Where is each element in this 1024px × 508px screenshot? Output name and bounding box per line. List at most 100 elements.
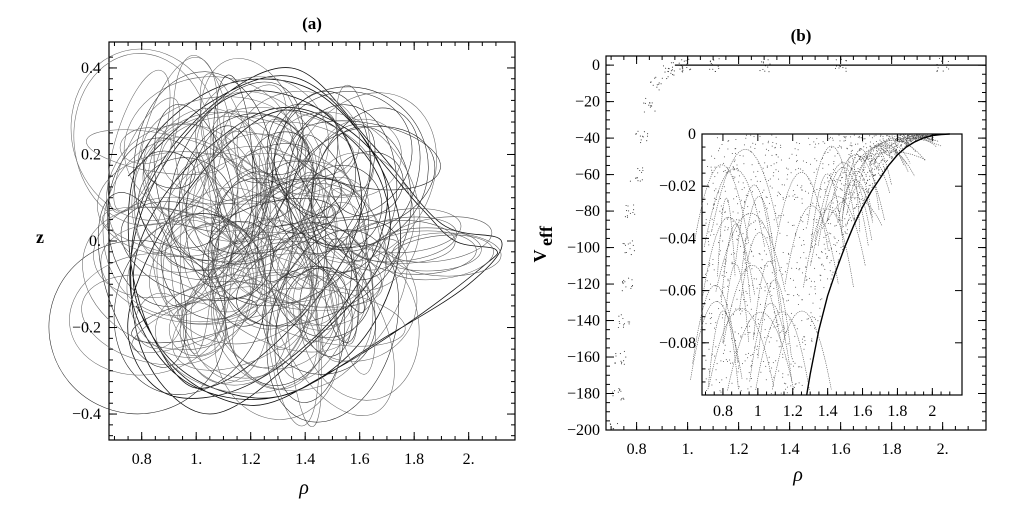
inset-point (734, 188, 736, 190)
inset-point (863, 178, 865, 180)
inset-point (852, 172, 854, 174)
y-tick-label: −100 (567, 240, 600, 257)
potential-point (624, 216, 626, 218)
inset-point (771, 154, 773, 156)
inset-point (727, 280, 729, 282)
inset-point (797, 167, 799, 169)
inset-point (864, 199, 866, 201)
inset-point (801, 320, 803, 322)
inset-point (719, 210, 721, 212)
inset-point (910, 140, 912, 141)
inset-arc (803, 208, 854, 288)
inset-point (768, 341, 770, 343)
potential-point (641, 171, 643, 173)
potential-point (656, 84, 658, 86)
potential-point (652, 84, 654, 86)
potential-point (946, 66, 948, 68)
inset-point (843, 171, 845, 173)
inset-point (891, 156, 893, 158)
inset-point (823, 287, 825, 289)
potential-point (670, 70, 672, 72)
inset-point (765, 148, 767, 150)
orbit-loop (384, 234, 494, 281)
inset-point (848, 214, 850, 216)
inset-point (795, 286, 797, 288)
orbit-loop (100, 223, 263, 324)
potential-point (637, 168, 639, 170)
potential-point (622, 242, 624, 245)
potential-point (672, 74, 674, 76)
inset-point (886, 160, 888, 161)
inset-point (727, 278, 729, 280)
inset-point (792, 365, 794, 367)
inset-arc (860, 151, 926, 161)
inset-point (781, 330, 783, 332)
inset-point (736, 164, 738, 166)
inset-point (815, 244, 817, 245)
inset-point (815, 143, 816, 145)
inset-point (846, 233, 848, 235)
orbit-loop (168, 152, 271, 266)
potential-point (621, 361, 623, 364)
inset-point (841, 183, 843, 185)
inset-point (734, 176, 736, 178)
inset-point (710, 166, 712, 168)
inset-arc (702, 216, 756, 296)
inset-point (770, 285, 772, 287)
inset-point (813, 317, 815, 318)
inset-point (713, 197, 715, 199)
inset-arc (749, 303, 793, 382)
inset-arc (809, 173, 845, 253)
y-tick-label: −20 (575, 94, 600, 111)
inset-point (794, 194, 796, 196)
inset-point (810, 234, 812, 236)
inset-point (794, 362, 796, 364)
inset-point (836, 186, 838, 188)
inset-point (757, 162, 759, 164)
inset-point (790, 385, 792, 387)
potential-point (665, 67, 667, 69)
inset-point (827, 241, 829, 243)
orbit-loop (160, 115, 314, 205)
potential-point (630, 254, 632, 256)
panel-a-y-label: z (36, 227, 44, 247)
orbit-loop (320, 238, 408, 363)
orbit-loop (372, 227, 482, 272)
inset-point (883, 160, 885, 162)
inset-point (796, 328, 798, 330)
potential-point (635, 133, 637, 135)
inset-point (902, 147, 904, 149)
inset-point (798, 269, 800, 271)
inset-point (804, 340, 806, 342)
inset-point (859, 137, 861, 139)
inset-point (711, 384, 713, 386)
inset-arc (690, 301, 743, 380)
inset-point (882, 138, 884, 140)
inset-point (787, 221, 789, 223)
inset-point (839, 140, 841, 142)
inset-point (776, 340, 778, 342)
potential-point (643, 102, 645, 104)
inset-point (889, 155, 891, 156)
inset-point (756, 180, 758, 182)
inset-point (879, 163, 880, 165)
potential-point (630, 287, 632, 289)
inset-point (836, 242, 838, 244)
inset-point (850, 136, 852, 138)
inset-point (834, 194, 836, 196)
inset-point (894, 146, 895, 148)
inset-point (797, 196, 799, 198)
inset-point (832, 207, 834, 209)
potential-point (646, 140, 648, 142)
inset-point (715, 188, 717, 190)
inset-point (775, 169, 777, 171)
potential-point (612, 395, 614, 397)
potential-point (621, 398, 623, 400)
inset-point (864, 196, 866, 198)
inset-point (706, 280, 708, 282)
inset-point (723, 286, 725, 288)
inset-point (875, 134, 877, 136)
inset-arc (826, 154, 885, 222)
inset-point (835, 210, 837, 212)
